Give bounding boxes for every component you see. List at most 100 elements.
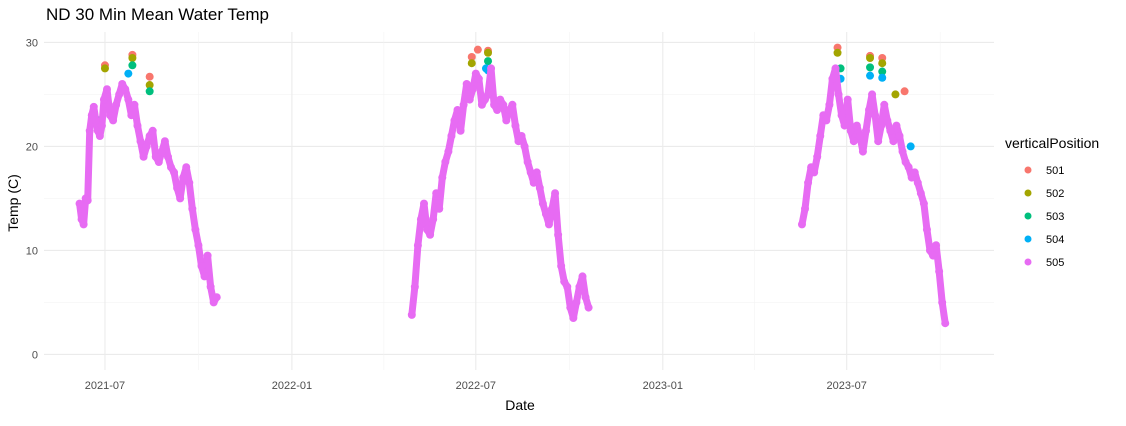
y-axis-label: Temp (C): [5, 174, 21, 232]
data-point-505: [532, 168, 541, 177]
data-point-505: [459, 100, 468, 109]
series-505-segment: [920, 200, 931, 234]
data-point-505: [584, 303, 593, 312]
data-point-505: [895, 132, 904, 140]
data-point-505: [75, 199, 84, 208]
data-point-505: [932, 241, 941, 250]
data-point-505: [212, 293, 221, 302]
data-point-505: [99, 95, 108, 104]
series-505-segment: [487, 64, 498, 109]
series-505-segment: [185, 179, 196, 213]
legend-key-501: [1024, 166, 1032, 174]
data-point-505: [95, 132, 104, 140]
data-point-505: [813, 152, 822, 161]
data-point-502: [833, 48, 842, 57]
data-point-505: [865, 106, 874, 114]
series-505-segment: [831, 64, 843, 98]
data-point-505: [929, 251, 938, 260]
data-point-505: [426, 230, 435, 239]
series-505-segment: [844, 96, 855, 135]
data-point-505: [801, 204, 810, 213]
data-point-502: [891, 90, 900, 99]
data-point-505: [852, 121, 861, 130]
series-505-segment: [414, 215, 425, 249]
data-point-505: [935, 267, 944, 276]
series-502: [100, 48, 900, 99]
data-point-505: [843, 95, 852, 104]
data-point-505: [578, 272, 587, 281]
data-point-505: [197, 262, 206, 270]
data-point-505: [179, 173, 188, 182]
data-point-505: [200, 272, 209, 281]
y-tick-label: 30: [26, 37, 38, 49]
data-point-505: [127, 111, 136, 120]
data-point-503: [866, 63, 875, 72]
data-point-505: [566, 303, 575, 312]
data-point-501: [473, 45, 482, 54]
data-point-505: [535, 184, 544, 192]
data-point-505: [828, 74, 837, 83]
data-point-503: [484, 57, 493, 66]
data-point-505: [191, 225, 200, 234]
data-point-505: [797, 220, 806, 229]
series-505-segment: [98, 96, 108, 130]
data-point-505: [102, 85, 111, 94]
data-point-504: [866, 71, 875, 80]
data-point-505: [868, 90, 877, 99]
data-point-505: [520, 142, 529, 151]
data-point-502: [467, 59, 476, 68]
data-point-505: [916, 189, 925, 198]
axes: 0 10 20 30 2021-07 2022-01 2022-07 2023-01 2023-…: [26, 37, 867, 392]
legend-label-504: 504: [1046, 234, 1064, 246]
data-point-503: [128, 61, 137, 70]
data-point-505: [816, 132, 825, 140]
data-point-505: [182, 163, 191, 172]
data-point-501: [145, 72, 154, 81]
data-point-504: [906, 142, 915, 151]
legend-key-502: [1024, 189, 1032, 197]
data-point-505: [871, 111, 880, 120]
data-point-505: [462, 80, 471, 88]
data-point-505: [551, 189, 560, 198]
data-point-505: [913, 178, 922, 187]
data-point-505: [112, 100, 121, 109]
data-point-505: [139, 152, 148, 161]
data-point-505: [846, 126, 855, 135]
data-point-504: [124, 69, 133, 78]
data-point-505: [499, 100, 508, 109]
data-point-505: [883, 116, 892, 125]
legend-label-502: 502: [1046, 188, 1064, 200]
data-point-505: [804, 178, 813, 187]
data-point-505: [410, 282, 419, 291]
data-point-505: [898, 147, 907, 156]
data-point-505: [124, 95, 133, 104]
data-point-505: [474, 74, 483, 83]
data-point-505: [438, 173, 447, 182]
data-point-505: [194, 241, 203, 250]
data-point-505: [834, 90, 843, 99]
data-point-505: [447, 132, 456, 140]
data-point-502: [866, 54, 875, 62]
data-point-505: [575, 282, 584, 291]
data-point-505: [115, 90, 124, 99]
data-point-505: [889, 137, 898, 146]
series-505-segment: [84, 127, 94, 204]
data-point-505: [109, 116, 118, 125]
data-point-505: [89, 102, 98, 111]
data-point-505: [185, 178, 194, 187]
data-point-505: [416, 215, 425, 224]
legend-label-501: 501: [1046, 165, 1064, 177]
data-point-505: [441, 158, 450, 166]
data-point-505: [886, 126, 895, 135]
data-point-505: [493, 106, 502, 114]
data-point-505: [825, 100, 834, 109]
data-point-505: [840, 121, 849, 130]
data-point-505: [142, 142, 151, 151]
series-505-segment: [457, 101, 468, 135]
data-point-505: [157, 147, 166, 156]
data-point-505: [85, 126, 94, 135]
data-point-505: [188, 204, 197, 213]
